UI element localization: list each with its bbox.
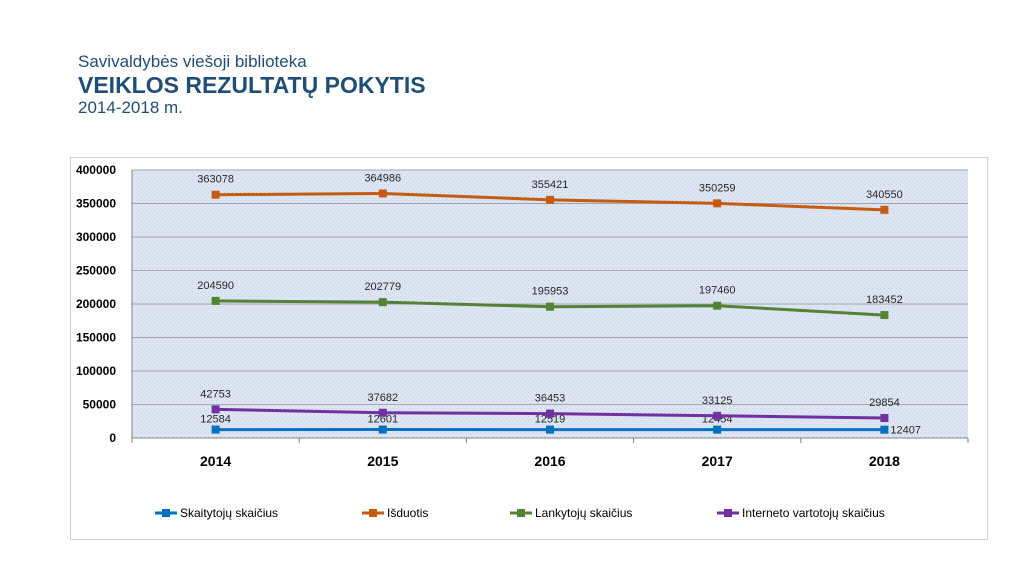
data-label: 350259 <box>699 182 736 194</box>
data-point <box>546 195 554 204</box>
data-label: 12584 <box>200 414 231 426</box>
data-label: 12601 <box>368 414 399 426</box>
y-tick-label: 0 <box>109 431 116 445</box>
data-point <box>880 205 889 214</box>
x-tick-label: 2014 <box>200 453 231 469</box>
y-tick-label: 400000 <box>76 163 116 177</box>
legend-swatch-marker <box>369 509 377 517</box>
data-point <box>546 425 554 434</box>
legend-label: Interneto vartotojų skaičius <box>742 506 885 520</box>
data-label: 363078 <box>197 174 234 186</box>
data-point <box>546 409 554 418</box>
data-label: 364986 <box>364 172 401 184</box>
data-label: 204590 <box>197 280 234 292</box>
data-point <box>880 425 889 434</box>
legend-label: Skaitytojų skaičius <box>180 506 278 520</box>
data-label: 183452 <box>866 294 903 306</box>
data-point <box>211 296 220 305</box>
data-label: 37682 <box>368 392 399 404</box>
data-label: 12407 <box>890 425 921 437</box>
data-point <box>713 425 722 434</box>
legend-swatch-marker <box>724 509 732 517</box>
data-point <box>546 302 554 311</box>
data-label: 202779 <box>364 281 401 293</box>
x-tick-label: 2016 <box>534 453 565 469</box>
legend-label: Lankytojų skaičius <box>535 506 632 520</box>
data-point <box>211 190 220 199</box>
data-label: 355421 <box>532 179 569 191</box>
y-tick-label: 350000 <box>76 197 116 211</box>
y-tick-label: 200000 <box>76 297 116 311</box>
data-point <box>211 425 220 434</box>
data-point <box>378 298 387 307</box>
chart-period: 2014-2018 m. <box>78 98 183 117</box>
data-point <box>378 408 387 417</box>
data-label: 29854 <box>869 397 900 409</box>
chart-subtitle: Savivaldybės viešoji biblioteka <box>78 52 307 71</box>
y-tick-label: 300000 <box>76 230 116 244</box>
y-tick-label: 150000 <box>76 331 116 345</box>
x-tick-label: 2015 <box>367 453 398 469</box>
data-label: 12519 <box>535 414 566 426</box>
title-block: Savivaldybės viešoji biblioteka VEIKLOS … <box>78 52 426 118</box>
data-point <box>713 411 722 420</box>
data-point <box>713 199 722 208</box>
chart-title: VEIKLOS REZULTATŲ POKYTIS <box>78 72 426 98</box>
data-label: 340550 <box>866 189 903 201</box>
data-point <box>378 189 387 198</box>
data-label: 197460 <box>699 285 736 297</box>
data-label: 36453 <box>535 393 566 405</box>
data-point <box>211 405 220 414</box>
data-point <box>378 425 387 434</box>
data-point <box>880 311 889 320</box>
data-label: 195953 <box>532 286 569 298</box>
data-label: 42753 <box>200 388 231 400</box>
data-point <box>880 413 889 422</box>
legend-label: Išduotis <box>387 506 428 520</box>
legend-swatch-marker <box>162 509 170 517</box>
y-tick-label: 250000 <box>76 264 116 278</box>
y-tick-label: 50000 <box>83 398 117 412</box>
legend-swatch-marker <box>517 509 525 517</box>
data-point <box>713 301 722 310</box>
x-tick-label: 2018 <box>869 453 900 469</box>
data-label: 33125 <box>702 395 733 407</box>
y-tick-label: 100000 <box>76 364 116 378</box>
x-tick-label: 2017 <box>702 453 733 469</box>
